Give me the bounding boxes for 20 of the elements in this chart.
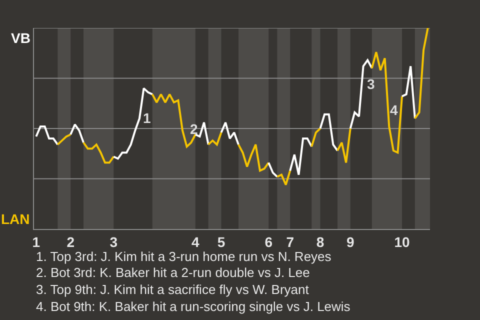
x-tick-label: 1 — [32, 234, 40, 250]
x-tick-label: 4 — [192, 234, 200, 250]
text: 1. Top 3rd: J. Kim hit a 3-run home run vs N. Reyes — [36, 249, 332, 264]
annotation: 3 — [367, 76, 375, 92]
x-tick-label: 10 — [394, 234, 410, 250]
text: 2. Bot 3rd: K. Baker hit a 2-run double vs J. Lee — [36, 265, 310, 280]
text: LAN — [1, 211, 30, 227]
x-tick-label: 2 — [66, 234, 75, 250]
x-tick-label: 6 — [264, 234, 273, 250]
text: 4. Bot 9th: K. Baker hit a run-scoring single vs J. Lewis — [36, 299, 351, 314]
x-tick-label: 8 — [316, 234, 324, 250]
x-tick-label: 5 — [217, 234, 226, 250]
x-tick-label: 3 — [110, 234, 118, 250]
x-tick-label: 9 — [346, 234, 354, 250]
annotation: 1 — [143, 110, 151, 126]
text: 3. Top 9th: J. Kim hit a sacrifice fly vs W. Bryant — [36, 282, 310, 297]
text: VB — [11, 30, 30, 46]
annotation: 4 — [390, 102, 398, 118]
x-tick-label: 7 — [286, 234, 294, 250]
annotation: 2 — [190, 121, 198, 137]
